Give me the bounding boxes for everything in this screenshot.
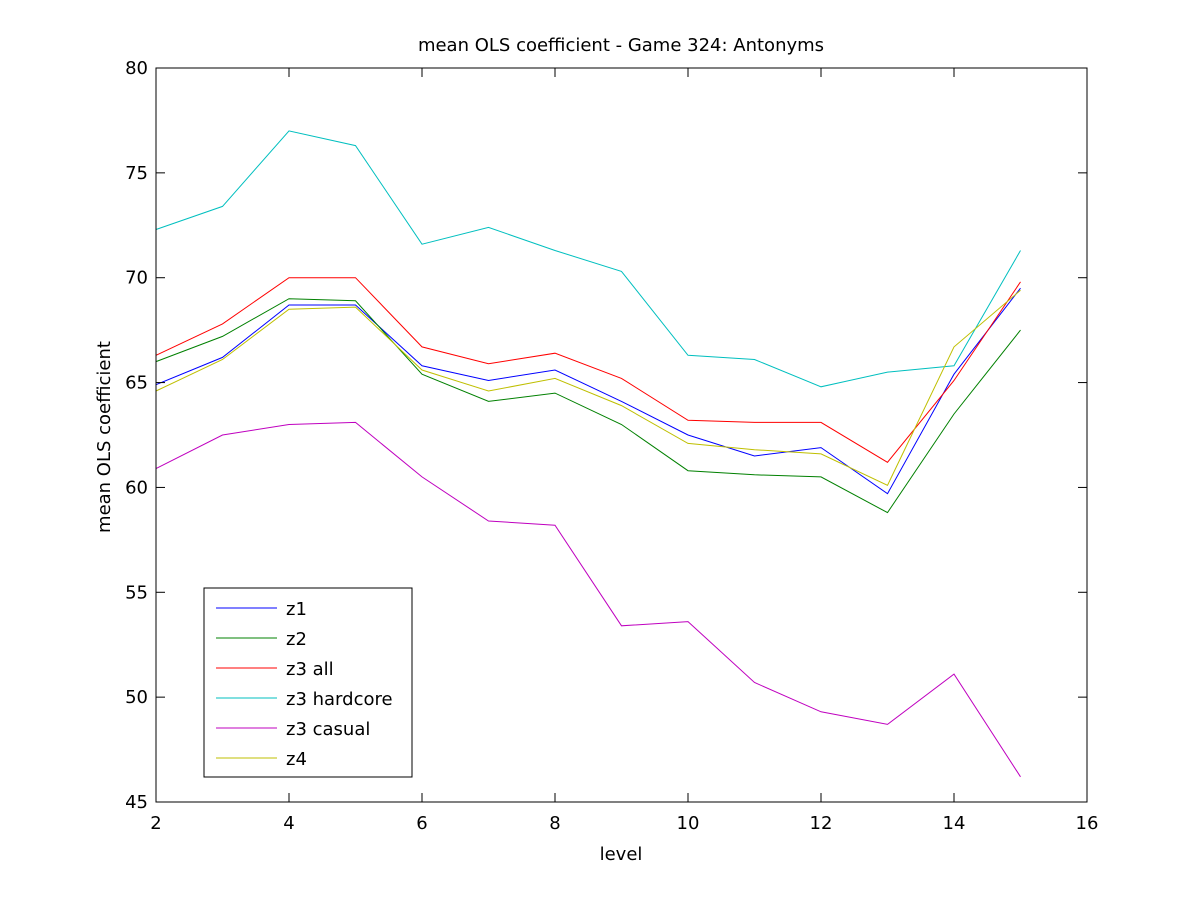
legend: z1 z2 z3 all z3 hardcore z3 casual z4 [203,587,413,778]
series-group [155,130,1021,778]
y-tick-label: 45 [125,792,148,813]
series-line-z3-all [155,277,1021,463]
x-tick-label: 4 [283,813,294,834]
x-tick-label: 14 [943,813,966,834]
series-line-z1 [155,287,1021,495]
legend-label: z1 [286,599,307,620]
series-line-z3-casual [155,421,1021,778]
legend-box [203,587,413,778]
series-line-z4 [155,289,1021,486]
y-tick-label: 75 [125,163,148,184]
y-tick-label: 80 [125,58,148,79]
x-axis: 2 4 6 8 10 12 14 16 [150,68,1098,834]
x-tick-label: 12 [810,813,833,834]
legend-label: z4 [286,749,307,770]
y-tick-label: 70 [125,268,148,289]
series-line-z3-hardcore [155,130,1021,388]
chart-title: mean OLS coefficient - Game 324: Antonym… [418,35,824,56]
y-tick-label: 50 [125,687,148,708]
legend-label: z3 casual [286,719,370,740]
y-tick-label: 65 [125,373,148,394]
x-tick-label: 2 [150,813,161,834]
legend-label: z3 all [286,659,334,680]
y-tick-label: 60 [125,477,148,498]
plot-area-frame [155,67,1088,803]
legend-label: z2 [286,629,307,650]
series-line-z2 [155,298,1021,514]
legend-label: z3 hardcore [286,689,393,710]
x-tick-label: 16 [1076,813,1099,834]
y-tick-label: 55 [125,582,148,603]
y-axis-title: mean OLS coefficient [94,341,115,533]
y-axis: 45 50 55 60 65 70 75 80 [125,58,1087,813]
x-axis-title: level [600,844,643,865]
x-tick-label: 8 [549,813,560,834]
x-tick-label: 10 [677,813,700,834]
x-tick-label: 6 [416,813,427,834]
